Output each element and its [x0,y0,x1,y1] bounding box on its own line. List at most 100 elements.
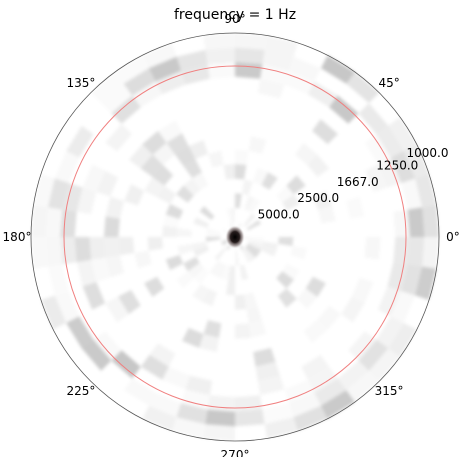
heatmap-cell [248,241,263,251]
heatmap-cell [346,197,365,219]
heatmap-cell [149,343,176,367]
radial-tick-label: 1000.0 [407,146,449,160]
heatmap-cell [277,288,297,308]
heatmap-cell [235,409,265,427]
heatmap-cell [128,144,153,169]
heatmap-cell [393,210,410,237]
heatmap-cell [142,130,167,155]
heatmap-cell [368,348,400,382]
polar-outer-boundary [30,32,440,442]
heatmap-cell [341,296,365,323]
heatmap-cell [312,190,332,210]
heatmap-cell [183,256,200,272]
heatmap-cell [66,125,94,158]
heatmap-cell [403,144,429,179]
heatmap-cell [60,209,77,237]
heatmap-cell [246,243,261,255]
heatmap-cell [191,241,208,251]
radial-tick-label: 2500.0 [297,191,339,205]
heatmap-cell [124,379,156,406]
heatmap-cell [235,193,242,209]
heatmap-cell [47,178,69,210]
heatmap-cell [307,154,330,177]
heatmap-cell [261,246,277,257]
heatmap-cell [182,327,204,348]
heatmap-cell [388,117,417,151]
heatmap-cell [147,237,163,251]
heatmap-cell [214,247,227,261]
angular-tick-labels: 0° 45° 90° 135° 180° 225° 270° 315° [3,12,460,461]
heatmap-cell [46,237,63,267]
heatmap-cell [329,95,359,124]
heatmap-cell [140,354,169,380]
heatmap-cell [235,164,247,180]
heatmap-cell [321,55,355,84]
heatmap-cell [152,164,174,186]
heatmap-cell [105,196,125,219]
heatmap-cell [208,62,235,79]
heatmap-cell [183,178,201,196]
heatmap-cell [201,288,217,307]
heatmap-cell [422,237,439,269]
heatmap-cell [123,68,156,96]
heatmap-cell [286,175,306,195]
heatmap-cell [235,150,249,165]
heatmap-cell [346,72,380,104]
heatmap-cell [155,70,186,95]
heatmap-cell [301,354,330,380]
heatmap-cell [134,251,152,269]
heatmap-cell [74,237,92,263]
heatmap-cell [142,405,177,431]
heatmap-cell [278,237,294,247]
heatmap-cell [249,136,267,154]
heatmap-cell [358,103,389,135]
heatmap-cell [253,347,276,367]
heatmap-cell [255,361,280,381]
heatmap-cell [208,151,224,168]
heatmap-cell [235,62,263,79]
heatmap-cell [103,216,120,237]
heatmap-cell [235,33,267,50]
heatmap-cell [376,316,404,349]
heatmap-cell [89,237,106,260]
angular-tick-label: 180° [3,230,32,244]
heatmap-cell [118,237,135,256]
peak-intensity-spot [225,225,245,249]
heatmap-cell [207,395,235,412]
heatmap-cell [111,95,141,124]
heatmap-cell [140,154,163,177]
heatmap-cell [176,49,208,71]
heatmap-cell [193,217,209,228]
heatmap-cell [55,151,79,183]
heatmap-cell [149,56,181,82]
chart-title: frequency = 1 Hz [174,7,296,23]
heatmap-cell [183,159,202,179]
heatmap-cell [76,259,97,287]
heatmap-cell [388,323,417,357]
heatmap-cell [66,316,94,349]
heatmap-cell [239,264,249,281]
heatmap-cell [243,247,256,261]
heatmap-cell [82,282,106,310]
heatmap-cell [321,390,355,419]
heatmap-cell [377,157,402,188]
heatmap-cell [199,206,215,220]
heatmap-cell [241,179,253,196]
heatmap-cell [393,237,410,265]
heatmap-cell [415,266,437,300]
heatmap-cell [407,237,425,267]
heatmap-cell [293,405,328,431]
heatmap-cell [228,265,235,281]
radial-tick-label: 1667.0 [337,175,379,189]
heatmap-cell [203,424,235,441]
heatmap-cell [314,378,347,406]
heatmap-cell [276,271,294,289]
heatmap-cell [376,125,404,158]
heatmap-cell [205,47,235,65]
heatmap-cell [264,417,298,439]
heatmap-cell [203,320,222,338]
heatmap-cell [337,360,369,391]
heatmap-cell [60,237,77,265]
